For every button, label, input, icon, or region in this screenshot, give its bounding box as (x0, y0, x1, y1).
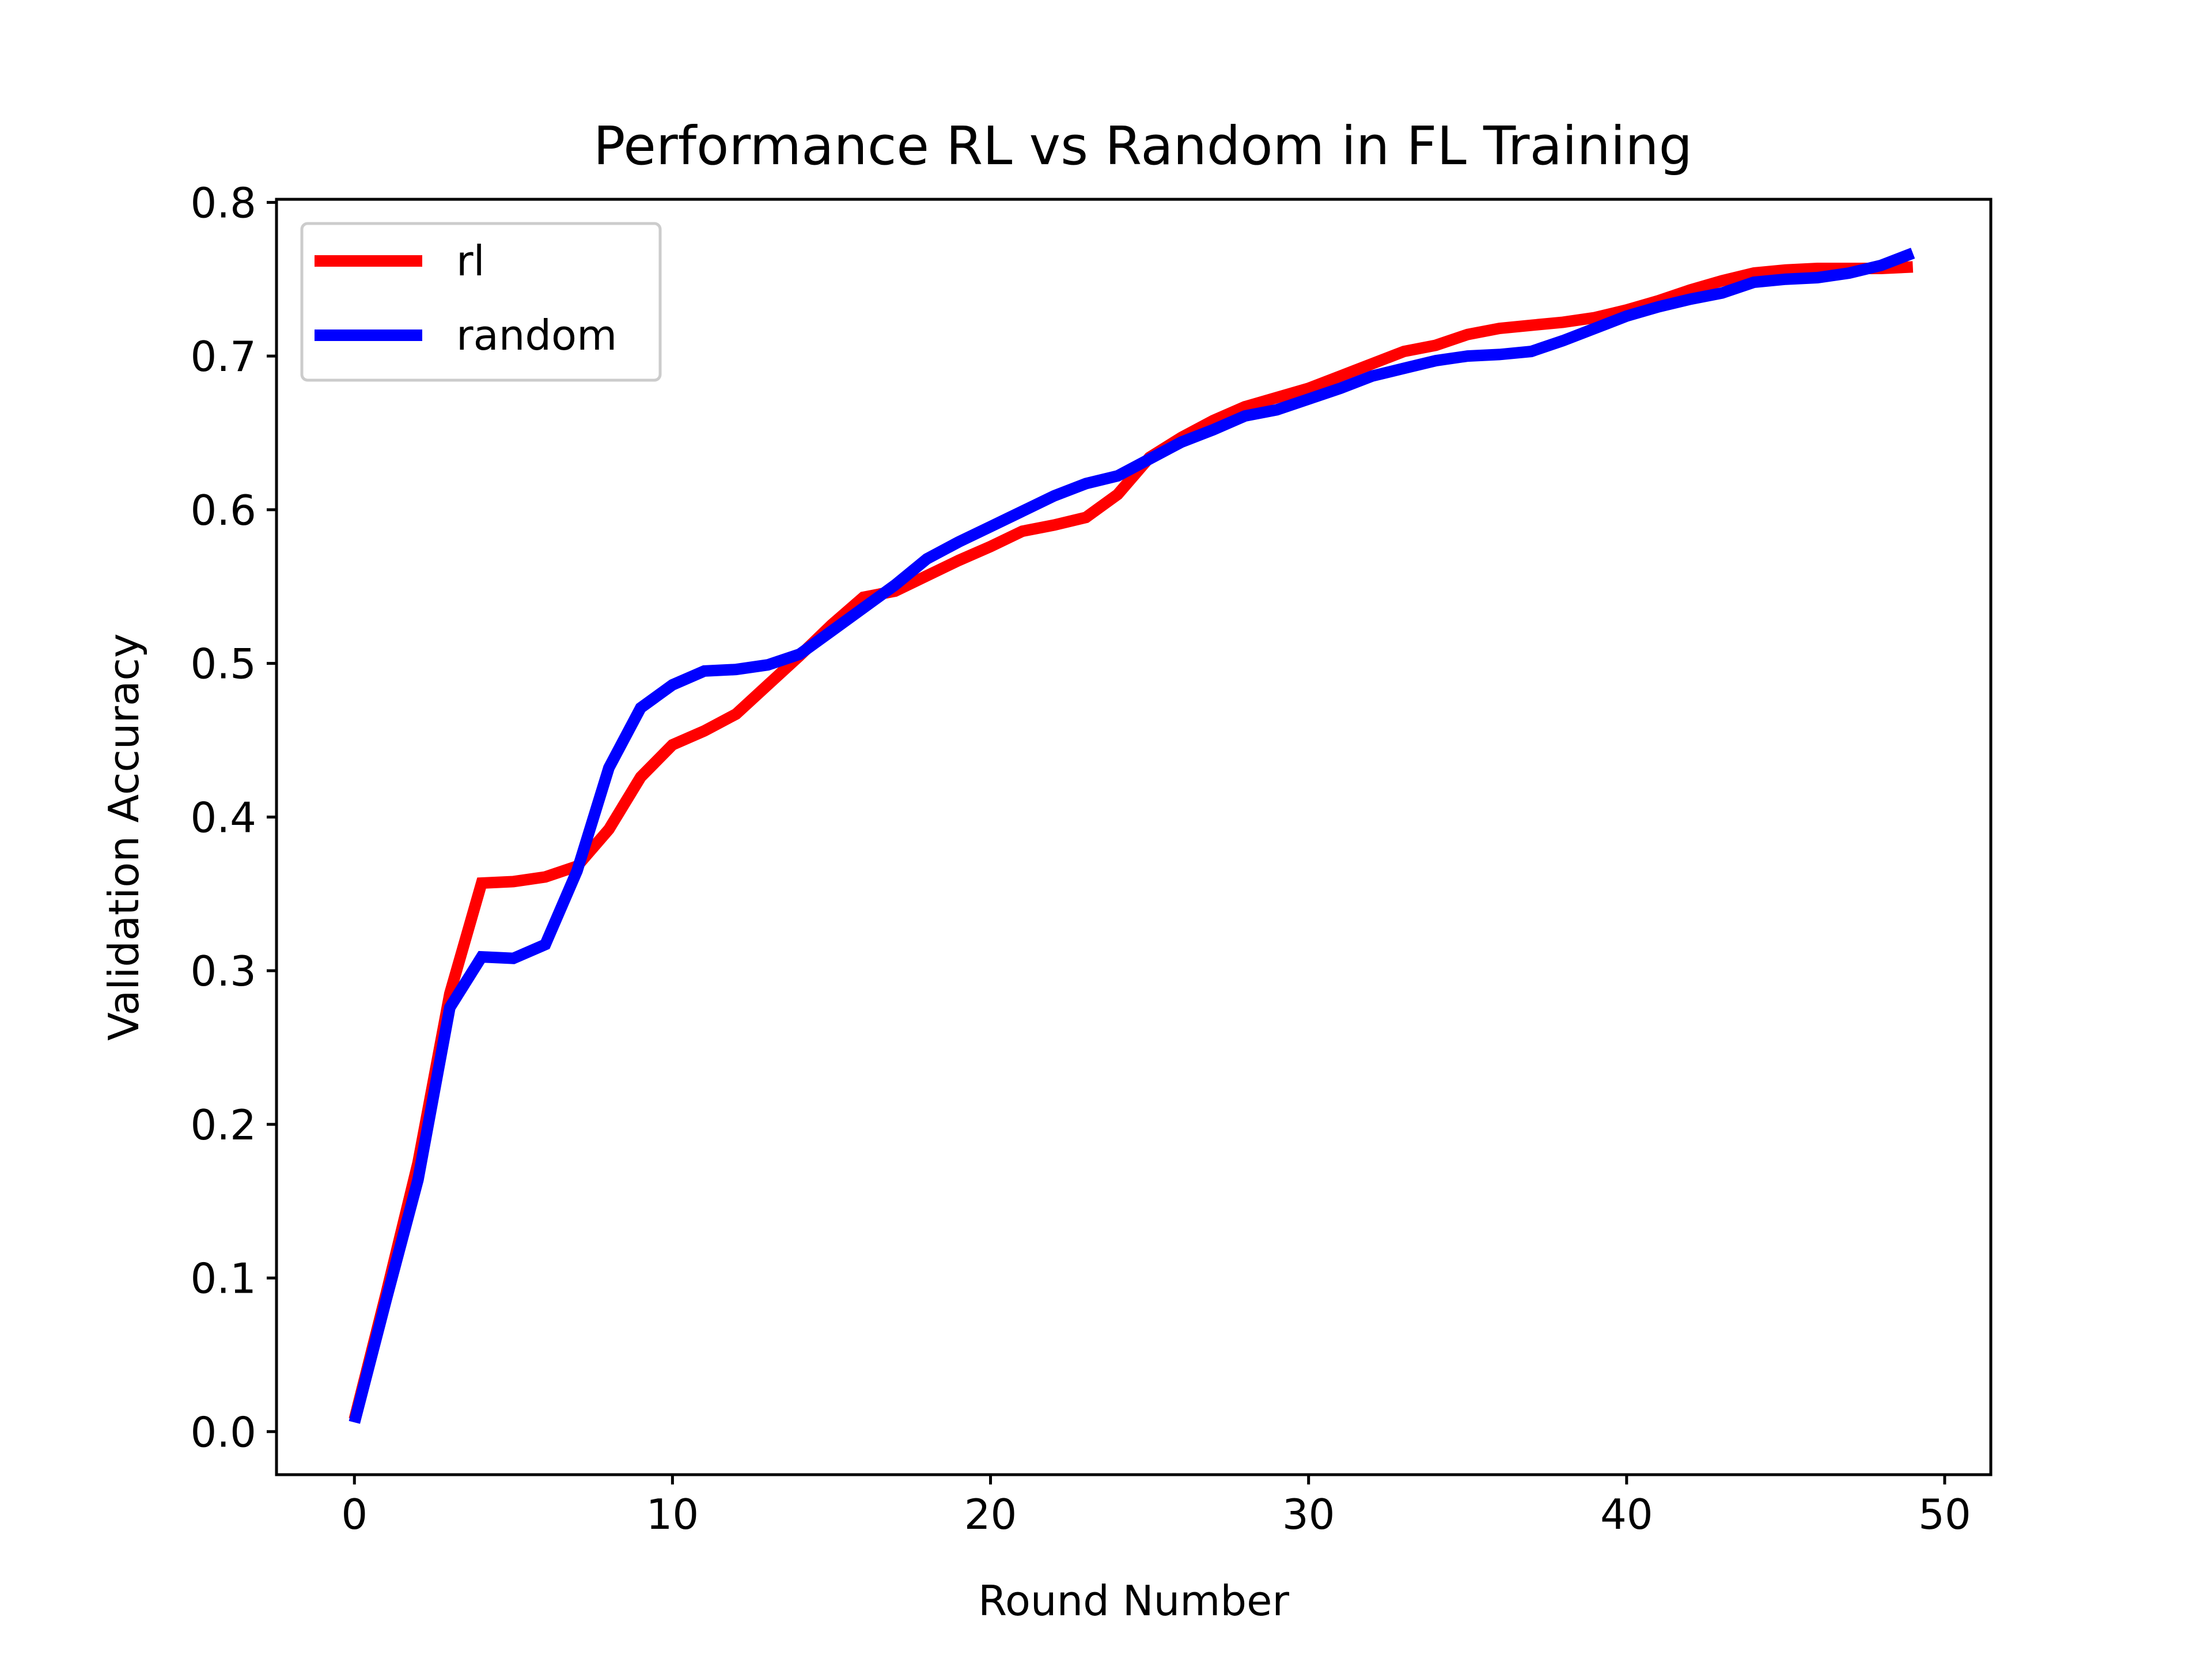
x-tick-label: 30 (1282, 1490, 1335, 1539)
y-tick-label: 0.3 (190, 947, 256, 995)
series-line-rl (349, 261, 1914, 1421)
legend: rl random (300, 222, 662, 382)
y-axis: 0.0 0.1 0.2 0.3 0.4 0.5 0.6 0.7 0.8 (190, 179, 276, 1456)
x-tick-label: 50 (1918, 1490, 1971, 1539)
legend-label-rl: rl (456, 237, 485, 285)
x-tick-label: 40 (1600, 1490, 1653, 1539)
chart-title: Performance RL vs Random in FL Training (593, 115, 1692, 177)
x-axis-label: Round Number (978, 1577, 1289, 1625)
series-line-random (349, 248, 1915, 1424)
y-tick-label: 0.8 (190, 179, 256, 227)
y-tick-label: 0.0 (190, 1408, 256, 1456)
legend-label-random: random (456, 311, 617, 359)
y-tick-label: 0.7 (190, 332, 256, 381)
x-tick-label: 20 (964, 1490, 1017, 1539)
y-tick-label: 0.1 (190, 1255, 256, 1303)
series-lines (349, 248, 1915, 1424)
x-axis: 0 10 20 30 40 50 (341, 1475, 1971, 1539)
y-tick-label: 0.2 (190, 1101, 256, 1149)
x-tick-label: 10 (646, 1490, 699, 1539)
y-tick-label: 0.5 (190, 640, 256, 688)
y-tick-label: 0.6 (190, 486, 256, 535)
plot-frame (275, 198, 1993, 1476)
y-axis-label: Validation Accuracy (100, 633, 148, 1040)
x-tick-label: 0 (341, 1490, 368, 1539)
y-tick-label: 0.4 (190, 793, 256, 842)
